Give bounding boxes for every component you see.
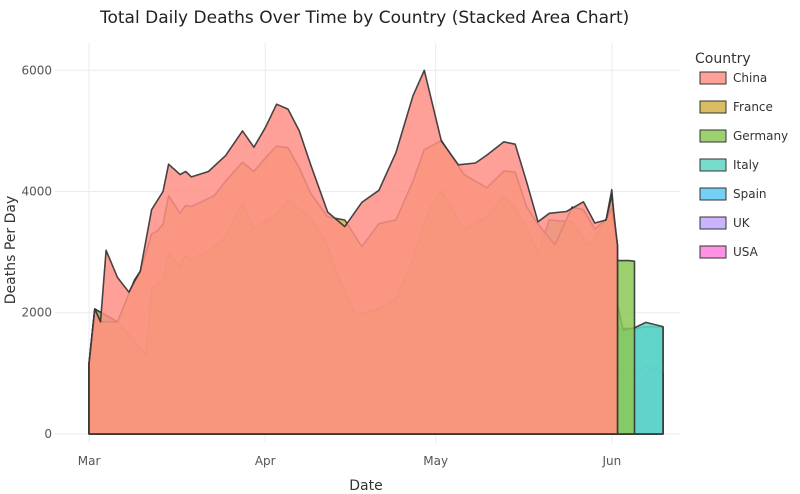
area-series xyxy=(88,69,664,435)
legend-label: USA xyxy=(733,245,759,259)
area-china xyxy=(88,69,619,435)
x-tick-label: Apr xyxy=(255,454,276,468)
y-axis-title: Deaths Per Day xyxy=(3,196,19,305)
legend-label: Italy xyxy=(733,158,759,172)
x-tick-label: Mar xyxy=(78,454,101,468)
legend-label: China xyxy=(733,71,767,85)
legend-swatch xyxy=(699,245,727,259)
legend-item-usa: USA xyxy=(699,245,759,259)
x-axis-title: Date xyxy=(349,478,382,494)
legend-label: UK xyxy=(733,216,751,230)
x-tick-label: Jun xyxy=(601,454,621,468)
legend-item-italy: Italy xyxy=(699,158,759,172)
legend-items: China France Germany Italy Spain UK USA xyxy=(699,71,788,259)
legend-swatch xyxy=(699,187,727,201)
legend-item-spain: Spain xyxy=(699,187,767,201)
legend-item-china: China xyxy=(699,71,767,85)
legend-title: Country xyxy=(695,51,751,67)
chart-title: Total Daily Deaths Over Time by Country … xyxy=(99,8,629,28)
legend-swatch xyxy=(699,158,727,172)
legend-label: Spain xyxy=(733,187,767,201)
legend-swatch xyxy=(699,71,727,85)
y-axis-ticks: 0 2000 4000 6000 xyxy=(21,63,52,441)
y-tick-label: 4000 xyxy=(21,184,52,198)
y-tick-label: 2000 xyxy=(21,306,52,320)
legend: Country China France Germany Italy Spain UK US… xyxy=(695,51,788,259)
x-axis-ticks: Mar Apr May Jun xyxy=(78,454,621,468)
legend-swatch xyxy=(699,216,727,230)
legend-item-france: France xyxy=(699,100,773,114)
legend-swatch xyxy=(699,129,727,143)
x-tick-label: May xyxy=(423,454,448,468)
legend-swatch xyxy=(699,100,727,114)
legend-label: Germany xyxy=(733,129,788,143)
legend-item-germany: Germany xyxy=(699,129,788,143)
legend-item-uk: UK xyxy=(699,216,751,230)
y-tick-label: 0 xyxy=(44,427,52,441)
legend-label: France xyxy=(733,100,773,114)
y-tick-label: 6000 xyxy=(21,63,52,77)
